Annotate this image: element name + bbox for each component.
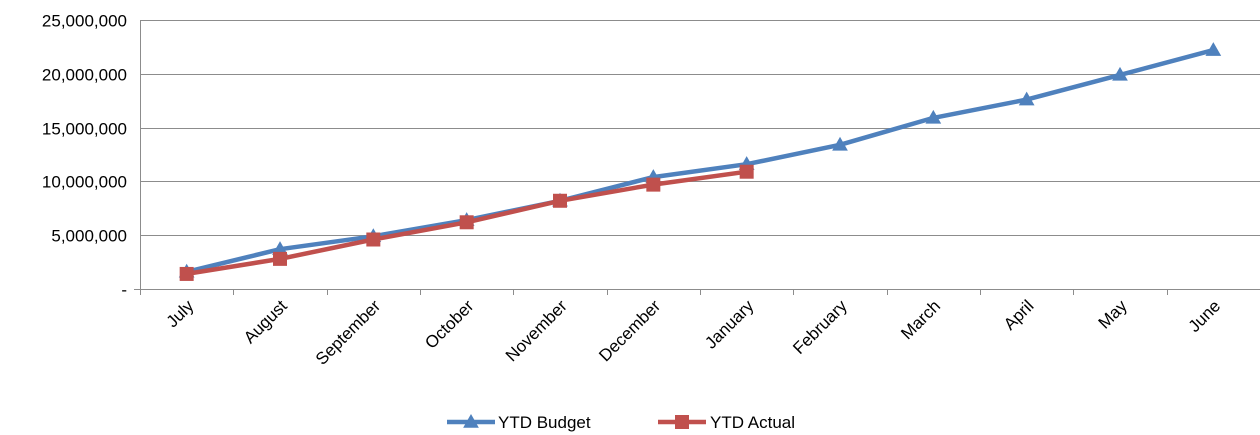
x-axis [134, 20, 1260, 295]
x-tick-label-7: February [789, 296, 851, 358]
x-tick-label-6: January [701, 296, 758, 353]
x-tick-label-8: March [897, 296, 944, 343]
legend-swatch-marker-0 [463, 413, 479, 428]
x-tick-label-10: May [1095, 296, 1131, 332]
series-lines [178, 42, 1222, 281]
x-tick-label-11: June [1185, 296, 1225, 336]
y-tick-label-5: 25,000,000 [42, 12, 127, 31]
x-tick-label-4: November [502, 296, 571, 365]
series-1-point-3 [459, 215, 474, 230]
x-tick-label-1: August [240, 296, 291, 347]
series-1-point-6 [739, 164, 754, 179]
x-tick-label-2: September [312, 296, 384, 368]
series-1-point-1 [273, 251, 287, 266]
x-tick-label-3: October [421, 296, 477, 352]
series-0-point-8 [925, 109, 942, 124]
series-1-point-0 [179, 266, 194, 281]
series-1-point-2 [366, 232, 381, 247]
y-tick-label-0: - [121, 281, 127, 300]
x-axis-tick-labels: July August September October November Decemb… [163, 296, 1224, 369]
x-tick-label-5: December [595, 296, 664, 365]
y-tick-label-1: 5,000,000 [51, 227, 127, 246]
legend-item-0: YTD Budget [447, 413, 591, 432]
legend-item-1: YTD Actual [658, 413, 795, 432]
y-tick-label-2: 10,000,000 [42, 173, 127, 192]
series-1-point-4 [553, 193, 567, 208]
series-0-point-9 [1018, 91, 1035, 106]
series-0 [178, 42, 1222, 278]
series-1-point-5 [646, 177, 661, 192]
y-axis-tick-labels: - 5,000,000 10,000,000 15,000,000 20,000,000… [42, 12, 127, 300]
legend-swatch-marker-1 [675, 415, 689, 429]
series-line-0 [186, 47, 1214, 274]
gridlines [140, 20, 1260, 236]
legend-label-0: YTD Budget [498, 413, 591, 432]
series-1 [179, 164, 754, 281]
series-0-point-10 [1112, 66, 1128, 81]
legend-label-1: YTD Actual [710, 413, 795, 432]
x-tick-label-0: July [163, 296, 198, 331]
y-tick-label-3: 15,000,000 [42, 120, 127, 139]
y-tick-label-4: 20,000,000 [42, 66, 127, 85]
legend: YTD Budget YTD Actual [447, 413, 795, 432]
x-tick-label-9: April [1000, 296, 1037, 333]
series-0-point-7 [832, 136, 848, 151]
series-0-point-11 [1205, 42, 1222, 56]
